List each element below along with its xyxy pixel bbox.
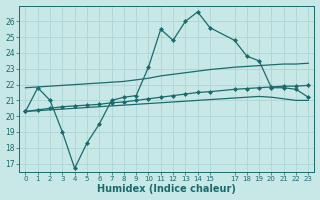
X-axis label: Humidex (Indice chaleur): Humidex (Indice chaleur): [98, 184, 236, 194]
